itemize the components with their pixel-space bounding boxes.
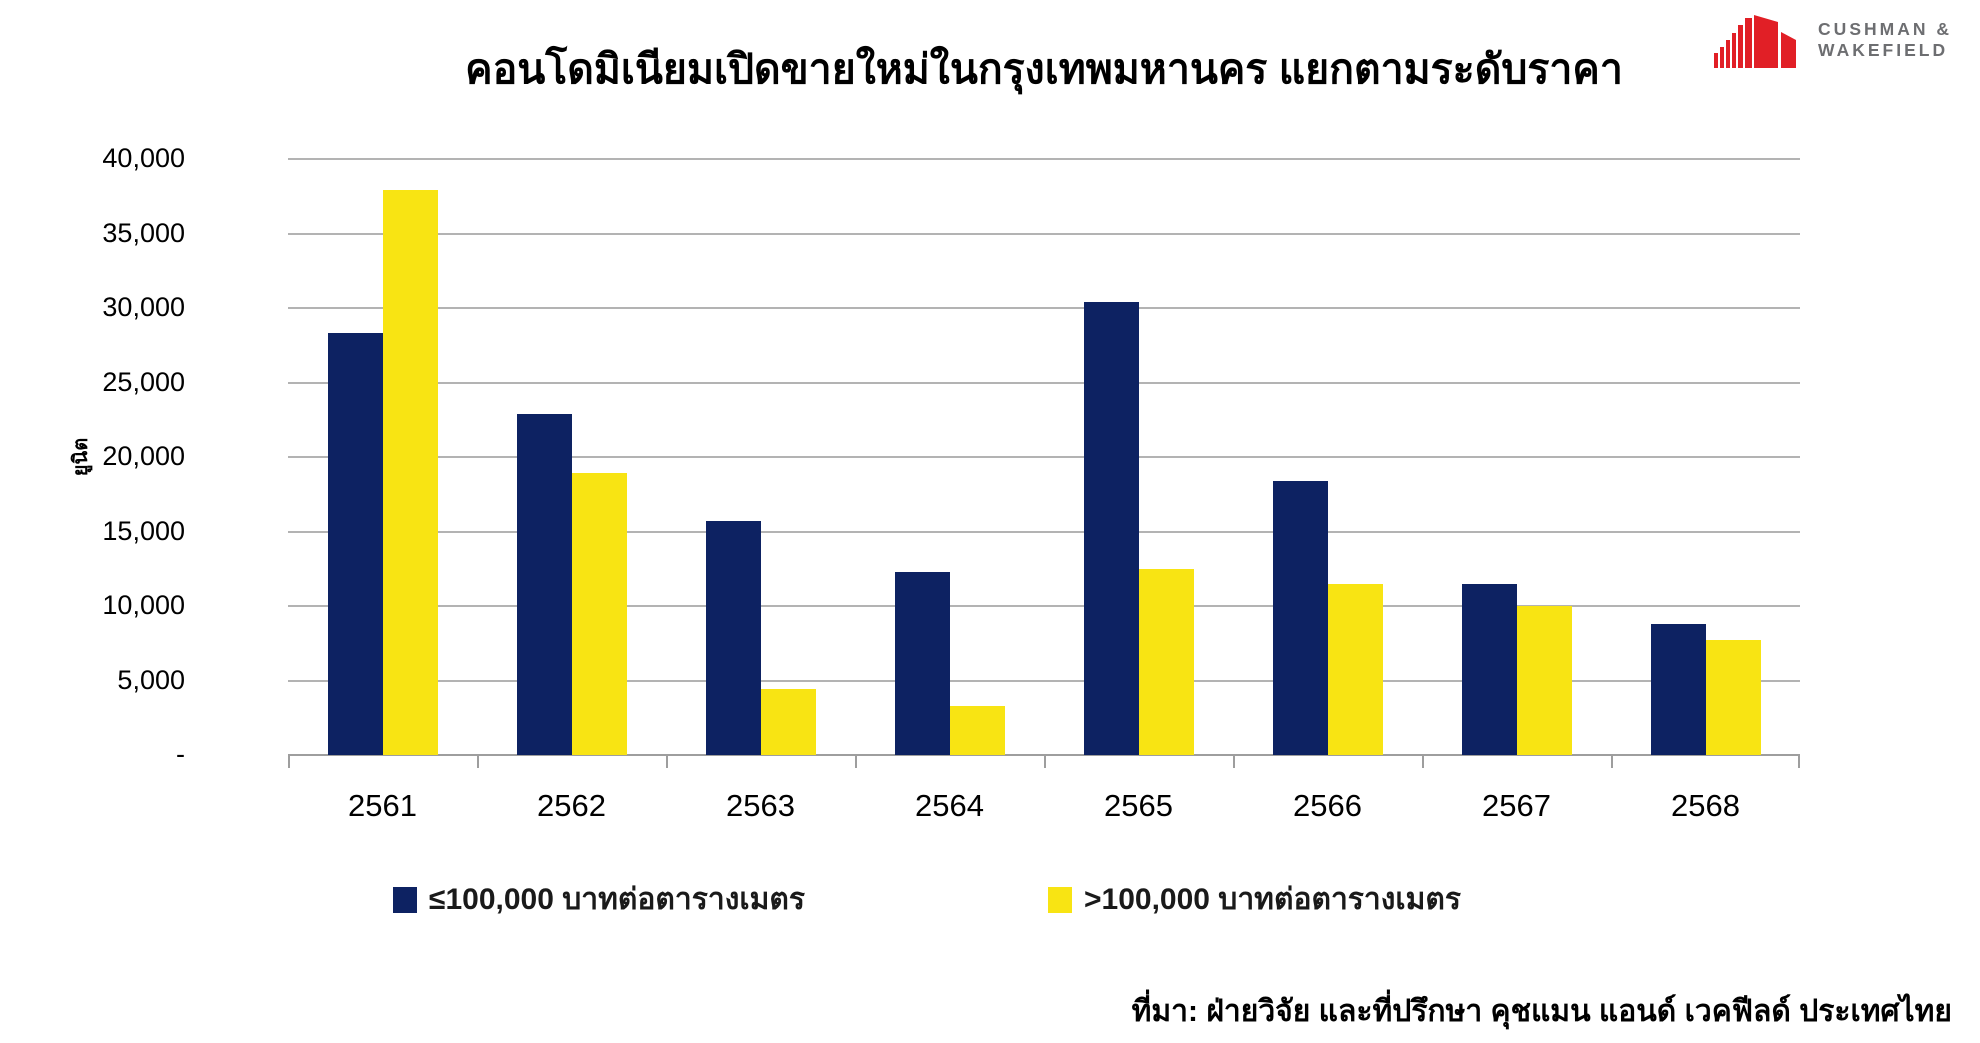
bar-2566-series-1 — [1327, 583, 1383, 755]
y-tick-label: 40,000 — [102, 143, 185, 173]
chart-title: คอนโดมิเนียมเปิดขายใหม่ในกรุงเทพมหานคร แ… — [465, 46, 1623, 92]
gridline — [288, 605, 1800, 607]
y-tick-label: 15,000 — [102, 515, 185, 546]
x-tick-label-2565: 2565 — [1104, 788, 1173, 823]
x-axis-tick-mark — [855, 755, 857, 768]
legend-label-low-price: ≤100,000 บาทต่อตารางเมตร — [429, 883, 805, 916]
logo-line-1: CUSHMAN & — [1818, 19, 1952, 39]
x-axis-tick-mark — [477, 755, 479, 768]
cushman-wakefield-logo-icon — [1714, 15, 1797, 68]
bar-2563-series-0 — [705, 521, 761, 755]
x-axis-tick-mark — [1233, 755, 1235, 768]
x-tick-label-2564: 2564 — [915, 788, 984, 823]
gridline — [288, 530, 1800, 533]
gridline — [288, 456, 1800, 458]
bar-2567-series-0 — [1461, 583, 1517, 755]
legend-label-high-price: >100,000 บาทต่อตารางเมตร — [1084, 883, 1462, 916]
gridline — [288, 158, 1800, 160]
bar-2568-series-0 — [1650, 623, 1706, 755]
gridline — [288, 679, 1800, 682]
bar-2567-series-1 — [1516, 606, 1572, 755]
logo-line-2: WAKEFIELD — [1818, 40, 1949, 60]
bar-2566-series-0 — [1272, 480, 1328, 755]
bar-2563-series-1 — [760, 689, 816, 755]
bar-2561-series-1 — [382, 190, 438, 755]
gridline — [288, 307, 1800, 309]
bar-2564-series-1 — [949, 705, 1005, 755]
legend-item-high-price: >100,000 บาทต่อตารางเมตร — [1048, 876, 1461, 923]
y-tick-label: 5,000 — [117, 664, 185, 695]
y-tick-label: 25,000 — [102, 366, 185, 397]
x-tick-label-2562: 2562 — [537, 788, 606, 823]
x-tick-label-2561: 2561 — [348, 788, 417, 823]
x-tick-label-2563: 2563 — [726, 788, 795, 823]
y-tick-label: - — [176, 739, 185, 769]
bar-2568-series-1 — [1705, 640, 1761, 755]
gridline — [288, 381, 1800, 384]
x-axis-tick-mark — [1044, 755, 1046, 768]
legend-swatch-navy — [393, 886, 417, 913]
legend-item-low-price: ≤100,000 บาทต่อตารางเมตร — [393, 876, 805, 923]
gridline — [288, 232, 1800, 235]
y-tick-label: 10,000 — [102, 590, 185, 620]
x-axis-tick-mark — [288, 755, 290, 768]
y-tick-label: 20,000 — [102, 441, 185, 471]
bar-2564-series-0 — [894, 571, 950, 755]
x-axis-tick-mark — [1422, 755, 1424, 768]
legend-swatch-yellow — [1048, 886, 1072, 913]
bar-2565-series-1 — [1138, 568, 1194, 755]
bar-2562-series-1 — [571, 473, 627, 755]
x-axis-tick-mark — [666, 755, 668, 768]
cushman-wakefield-logo: CUSHMAN & WAKEFIELD — [1714, 12, 1952, 68]
source-note: ที่มา: ฝ่ายวิจัย และที่ปรึกษา คุชแมน แอน… — [1131, 995, 1952, 1028]
bar-2561-series-0 — [327, 333, 383, 755]
bar-2565-series-0 — [1083, 302, 1139, 755]
x-axis-tick-mark — [1798, 755, 1800, 768]
x-tick-label-2566: 2566 — [1293, 788, 1362, 823]
y-tick-label: 35,000 — [102, 217, 185, 248]
bar-2562-series-0 — [516, 413, 572, 755]
x-tick-label-2568: 2568 — [1671, 788, 1740, 823]
x-axis-tick-mark — [1611, 755, 1613, 768]
y-tick-label: 30,000 — [102, 292, 185, 322]
plot-area — [288, 158, 1800, 768]
x-tick-label-2567: 2567 — [1482, 788, 1551, 823]
cushman-wakefield-logo-text: CUSHMAN & WAKEFIELD — [1818, 19, 1952, 61]
